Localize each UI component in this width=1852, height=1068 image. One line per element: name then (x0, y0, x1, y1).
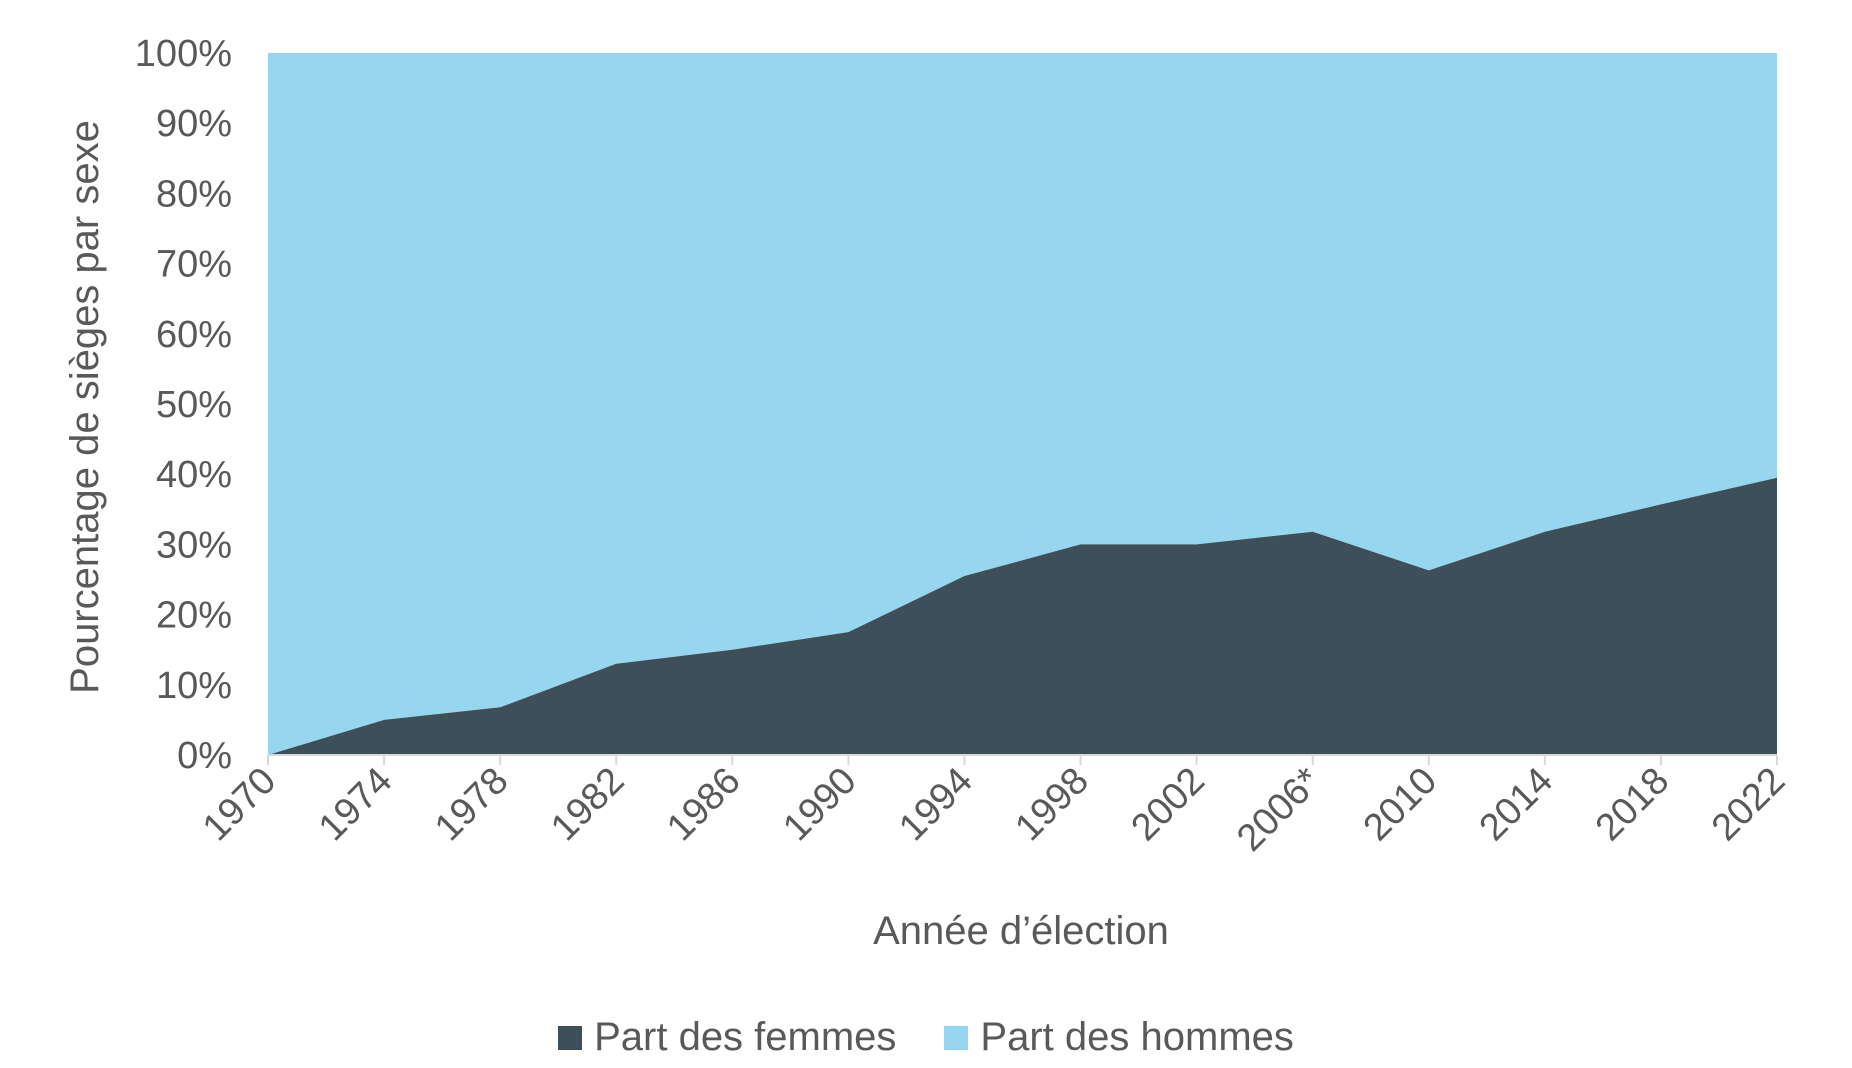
area-series-0 (268, 477, 1777, 755)
x-tick-label: 1990 (775, 760, 864, 849)
x-tick-label: 1986 (659, 760, 748, 849)
x-tick-label: 1998 (1007, 760, 1096, 849)
legend-item-men: Part des hommes (944, 1015, 1294, 1060)
area-chart: 0%10%20%30%40%50%60%70%80%90%100% 1970 19… (63, 33, 1793, 953)
x-tick-label: 2002 (1123, 760, 1212, 849)
y-tick-label: 90% (156, 103, 232, 145)
x-tick-label: 2010 (1356, 760, 1445, 849)
y-tick-label: 100% (135, 33, 232, 75)
y-tick-label: 70% (156, 244, 232, 286)
y-tick-label: 10% (156, 665, 232, 707)
y-tick-label: 60% (156, 314, 232, 356)
x-axis-title: Année d’élection (873, 909, 1169, 953)
y-tick-label: 30% (156, 524, 232, 566)
area-series-1 (268, 53, 1777, 755)
x-tick-label: 2022 (1704, 760, 1793, 849)
x-tick-label: 1982 (543, 760, 632, 849)
x-axis-ticks: 1970 1974 1978 1982 1986 1990 1994 1998 2002 2006… (195, 755, 1793, 860)
y-axis-ticks: 0% 10% 20% 30% 40% 50% 60% 70% 80% 90% 100% (135, 33, 232, 777)
y-tick-label: 0% (177, 735, 232, 777)
y-tick-label: 20% (156, 595, 232, 637)
x-tick-label: 1978 (427, 760, 516, 849)
legend-item-women: Part des femmes (558, 1015, 896, 1060)
legend-swatch-men (944, 1025, 969, 1050)
legend-label-women: Part des femmes (594, 1015, 897, 1059)
y-axis-title: Pourcentage de sièges par sexe (63, 120, 107, 694)
y-tick-label: 40% (156, 454, 232, 496)
legend-label-men: Part des hommes (980, 1015, 1294, 1059)
x-tick-label: 1974 (311, 760, 400, 849)
y-tick-label: 50% (156, 384, 232, 426)
y-tick-label: 80% (156, 173, 232, 215)
legend-swatch-women (558, 1025, 583, 1050)
x-tick-label: 1994 (891, 760, 980, 849)
legend: Part des femmes Part des hommes (0, 1015, 1852, 1060)
x-tick-label: 2014 (1472, 760, 1561, 849)
x-tick-label: 2006* (1229, 760, 1329, 860)
x-tick-label: 2018 (1588, 760, 1677, 849)
chart-areas (268, 53, 1777, 755)
